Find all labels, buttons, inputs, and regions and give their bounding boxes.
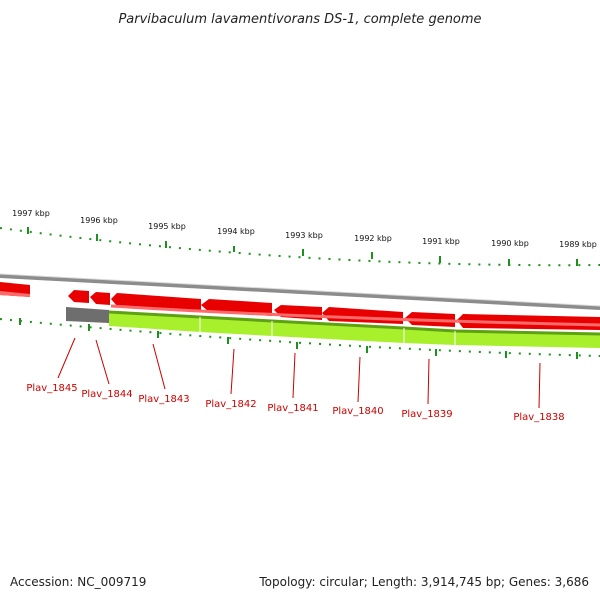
gc-skew-green-band	[109, 312, 600, 348]
gene-label-plav-1845: Plav_1845	[26, 383, 77, 394]
tick-label: 1997 kbp	[12, 209, 50, 218]
inner-tick-dotted-line	[0, 318, 600, 357]
genome-summary: Topology: circular; Length: 3,914,745 bp…	[258, 575, 589, 589]
gc-skew-dark-edge	[108, 310, 600, 336]
leader-line	[152, 343, 166, 390]
gene-label-plav-1842: Plav_1842	[205, 399, 256, 410]
gene-track	[0, 282, 600, 330]
gene-arrow-plav-1844	[90, 292, 110, 305]
leader-line	[292, 352, 296, 399]
outer-major-ticks	[27, 227, 578, 266]
gene-shading	[110, 304, 600, 327]
leader-line	[230, 348, 235, 395]
outer-tick-dotted-line	[0, 227, 600, 267]
gene-label-plav-1843: Plav_1843	[138, 394, 189, 405]
scale-ticks-inner	[0, 318, 600, 359]
gene-arrow-plav-1841	[274, 305, 322, 320]
tick-label: 1989 kbp	[559, 240, 597, 249]
tick-label: 1993 kbp	[285, 231, 323, 240]
leader-line	[357, 356, 361, 403]
gene-label-plav-1838: Plav_1838	[513, 412, 564, 423]
leader-line	[538, 362, 541, 409]
tick-label: 1990 kbp	[491, 239, 529, 248]
tick-label: 1994 kbp	[217, 227, 255, 236]
leader-line	[57, 337, 76, 379]
gene-arrow	[0, 291, 30, 297]
backbone-track	[0, 273, 600, 310]
backbone-highlight	[0, 273, 600, 307]
map-title: Parvibaculum lavamentivorans DS-1, compl…	[118, 12, 481, 27]
leader-line	[427, 358, 430, 405]
gc-skew-segment-dividers	[199, 317, 456, 345]
leader-line	[95, 339, 110, 385]
gene-labels: Plav_1845 Plav_1844 Plav_1843 Plav_1842 …	[26, 383, 564, 423]
kbp-tick-labels: 1997 kbp 1996 kbp 1995 kbp 1994 kbp 1993…	[12, 209, 597, 249]
tick-label: 1992 kbp	[354, 234, 392, 243]
tick-label: 1991 kbp	[422, 237, 460, 246]
accession-label: Accession: NC_009719	[10, 575, 146, 589]
gene-label-leaders	[57, 337, 541, 409]
gc-track	[66, 307, 600, 348]
tick-label: 1995 kbp	[148, 222, 186, 231]
inner-major-ticks	[19, 318, 578, 359]
gene-label-plav-1844: Plav_1844	[81, 389, 132, 400]
gene-label-plav-1839: Plav_1839	[401, 409, 452, 420]
gc-skew-gray-segment	[66, 307, 109, 323]
gene-label-plav-1841: Plav_1841	[267, 403, 318, 414]
tick-label: 1996 kbp	[80, 216, 118, 225]
scale-ticks-outer	[0, 227, 600, 267]
backbone-line	[0, 274, 600, 310]
gene-label-plav-1840: Plav_1840	[332, 406, 383, 417]
gene-arrow-plav-1845	[68, 290, 89, 303]
